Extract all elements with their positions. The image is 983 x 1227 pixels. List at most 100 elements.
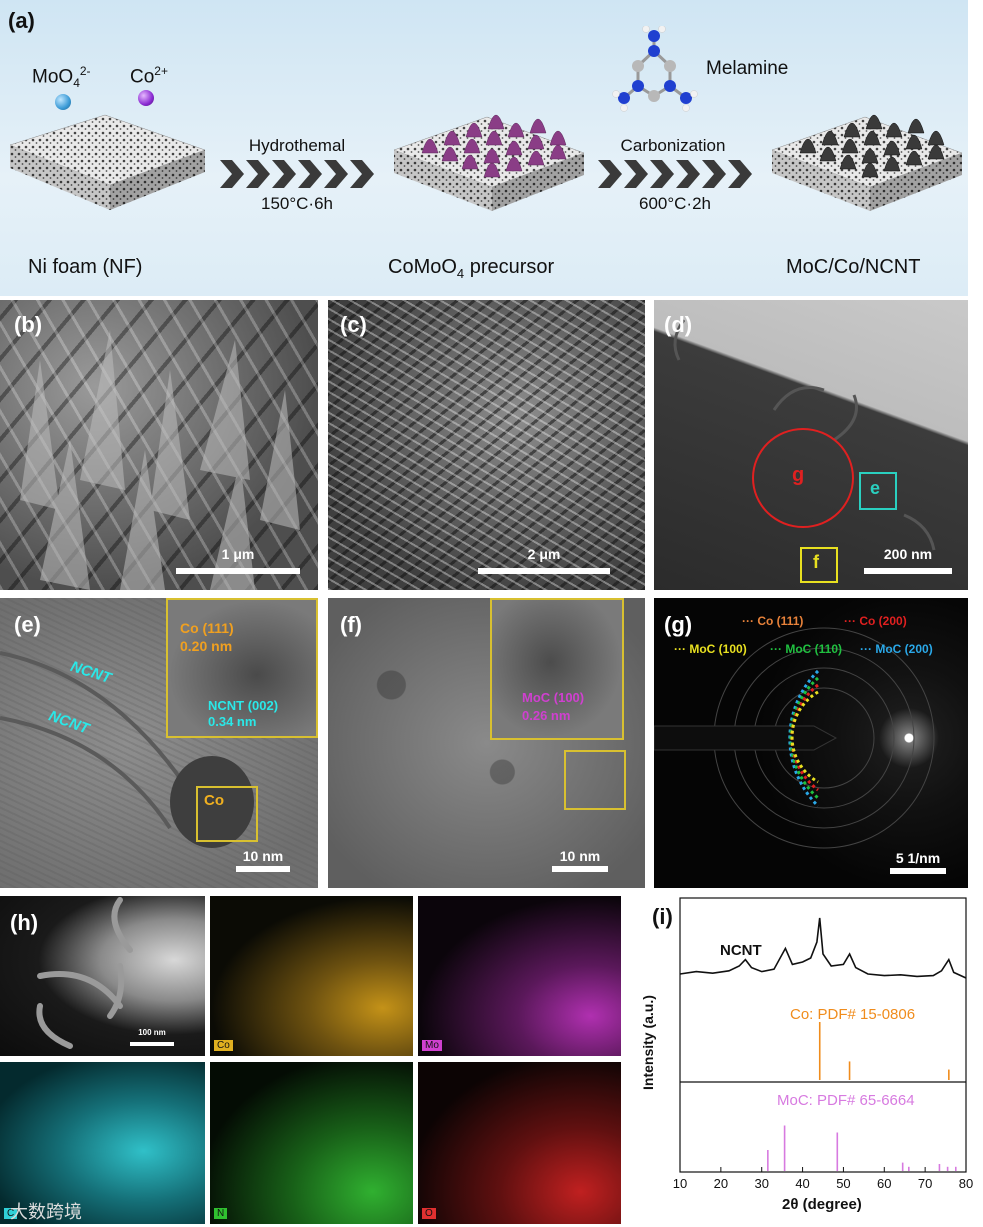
scale-bar-d	[864, 568, 952, 574]
ring-legend-moc100: ··· MoC (100)	[674, 642, 747, 656]
eds-tag-co: Co	[214, 1040, 233, 1051]
scale-label-g: 5 1/nm	[895, 850, 941, 866]
panel-label-b: (b)	[14, 312, 43, 337]
scale-label-f: 10 nm	[559, 848, 601, 864]
moc-reference-label: MoC: PDF# 65-6664	[777, 1092, 915, 1109]
precursor-slab	[393, 114, 585, 211]
haadf-image-h: (h) 100 nm	[0, 896, 205, 1056]
x-tick-label: 30	[754, 1176, 768, 1191]
ncnt-annotation: NCNT	[720, 942, 762, 959]
co2-ion-sphere	[138, 90, 154, 106]
ring-legend-co200: ··· Co (200)	[844, 614, 907, 628]
arrow-chevrons-step1	[220, 160, 374, 188]
x-axis-label: 2θ (degree)	[782, 1196, 862, 1213]
step2-name: Carbonization	[620, 136, 726, 155]
x-tick-label: 10	[673, 1176, 687, 1191]
scale-bar-h	[130, 1042, 174, 1046]
eds-map-o: O	[418, 1062, 621, 1224]
step2-conditions: 600°C·2h	[638, 194, 711, 213]
co111-label: Co (111)	[180, 620, 234, 636]
haadf-nanotubes	[36, 897, 133, 1049]
region-marker-g: g	[792, 464, 805, 486]
product-slab	[771, 114, 963, 211]
moc100-label: MoC (100)	[522, 690, 585, 705]
ring-legend-co111: ··· Co (111)	[742, 614, 804, 628]
scheme-panel-a: (a) MoO42- Co2+ Ni foam (NF) Hydrothemal	[0, 0, 968, 296]
x-tick-label: 60	[877, 1176, 891, 1191]
moo4-ion-label: MoO42-	[32, 64, 91, 91]
x-tick-label: 20	[714, 1176, 728, 1191]
region-circle-g	[752, 428, 854, 528]
arrow-chevrons-step2	[598, 160, 752, 188]
x-tick-label: 50	[836, 1176, 850, 1191]
moc-particle-box	[564, 750, 626, 810]
hrtem-inset-e: Co (111) 0.20 nm NCNT (002) 0.34 nm	[166, 598, 318, 738]
ni-foam-slab	[10, 114, 206, 210]
eds-map-mo: Mo	[418, 896, 621, 1056]
moc100-spacing: 0.26 nm	[522, 708, 571, 723]
scale-label-d: 200 nm	[883, 546, 933, 562]
panel-label-e: (e)	[14, 612, 41, 637]
co-particle-box	[196, 786, 258, 842]
stage-label-nf: Ni foam (NF)	[28, 256, 143, 278]
saed-image-g: (g) ··· Co (111) ··· Co (200) ··· MoC (1…	[654, 598, 968, 888]
co111-spacing: 0.20 nm	[180, 638, 233, 654]
x-tick-label: 80	[959, 1176, 973, 1191]
stage-label-precursor: CoMoO4 precursor	[388, 256, 555, 281]
scale-bar-g	[890, 868, 946, 874]
eds-map-c: C	[0, 1062, 205, 1224]
hrtem-image-e: (e) NCNT NCNT Co (111) 0.20 nm NCNT (002…	[0, 598, 318, 888]
ring-legend-moc110: ··· MoC (110)	[770, 642, 843, 656]
sem-image-b: (b) 1 μm	[0, 300, 318, 590]
scale-bar-f	[552, 866, 608, 872]
panel-label-d: (d)	[664, 312, 693, 337]
y-axis-label: Intensity (a.u.)	[640, 995, 656, 1090]
step1-conditions: 150°C·6h	[260, 194, 333, 213]
x-tick-label: 40	[795, 1176, 809, 1191]
eds-map-co: Co	[210, 896, 413, 1056]
melamine-molecule-icon	[612, 26, 698, 112]
region-marker-e: e	[870, 478, 881, 498]
panel-label-c: (c)	[340, 312, 367, 337]
step1-name: Hydrothemal	[248, 136, 346, 155]
ring-legend-moc200: ··· MoC (200)	[860, 642, 933, 656]
eds-tag-c: C	[4, 1208, 18, 1219]
xrd-chart: 10 20 30 40 50 60 70 80	[673, 897, 973, 1191]
panel-label-f: (f)	[340, 612, 362, 637]
panel-label-h: (h)	[10, 910, 39, 935]
region-box-e	[859, 472, 897, 510]
co-reference-label: Co: PDF# 15-0806	[790, 1006, 916, 1023]
co2-ion-label: Co2+	[130, 64, 168, 88]
stage-label-product: MoC/Co/NCNT	[786, 256, 921, 278]
panel-label-g: (g)	[664, 612, 693, 637]
nanotube-outline	[673, 319, 936, 551]
saed-rings	[654, 627, 935, 849]
scale-bar-e	[236, 866, 290, 872]
scale-label-h: 100 nm	[138, 1028, 166, 1037]
plot-frame	[679, 897, 967, 1173]
ncnt002-spacing: 0.34 nm	[208, 714, 257, 729]
region-marker-f: f	[813, 552, 819, 572]
co-particle-label: Co	[204, 792, 224, 809]
x-tick-label: 70	[918, 1176, 932, 1191]
xrd-panel-i: (i) 10 20 30 40 50 60 70 80 Intensity (a.u.) 2θ…	[632, 890, 983, 1227]
melamine-label: Melamine	[706, 58, 789, 79]
scale-bar-b	[176, 568, 300, 574]
panel-label-a: (a)	[8, 8, 35, 33]
scale-label-b: 1 μm	[221, 546, 255, 562]
eds-tag-mo: Mo	[422, 1040, 442, 1051]
scale-bar-c	[478, 568, 610, 574]
scale-label-e: 10 nm	[242, 848, 284, 864]
moo4-ion-sphere	[55, 94, 71, 110]
scale-label-c: 2 μm	[527, 546, 561, 562]
eds-map-n: N	[210, 1062, 413, 1224]
ncnt002-label: NCNT (002)	[208, 698, 279, 713]
xrd-pattern-line	[679, 917, 967, 979]
nanotube-walls	[0, 651, 254, 848]
sem-image-c: (c) 2 μm	[328, 300, 645, 590]
hrtem-image-f: (f) MoC (100) 0.26 nm 10 nm	[328, 598, 645, 888]
eds-tag-o: O	[422, 1208, 436, 1219]
panel-label-i: (i)	[652, 904, 673, 929]
eds-tag-n: N	[214, 1208, 228, 1219]
nanosheet-texture	[20, 330, 300, 590]
